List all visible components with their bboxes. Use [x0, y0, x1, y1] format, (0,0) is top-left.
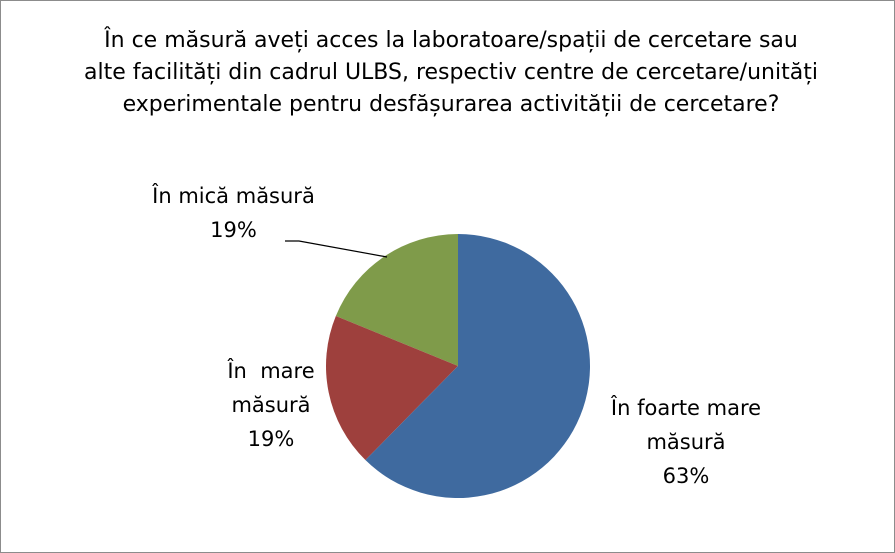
data-label: În mică măsură 19% [151, 179, 316, 247]
data-label: În mare măsură 19% [191, 354, 351, 456]
pie-slice [335, 234, 458, 366]
pie-slice [325, 315, 458, 461]
leader-line [285, 240, 388, 258]
label-name: În mare măsură [227, 359, 322, 417]
label-value: 19% [210, 218, 257, 242]
label-value: 19% [247, 427, 295, 451]
data-label: În foarte mare măsură 63% [596, 391, 776, 493]
chart-title: În ce măsură aveți acces la laboratoare/… [84, 28, 818, 117]
label-value: 63% [662, 464, 710, 488]
pie-slice [365, 234, 590, 499]
label-name: În mică măsură [152, 184, 315, 208]
label-name: În foarte mare măsură [610, 396, 768, 454]
